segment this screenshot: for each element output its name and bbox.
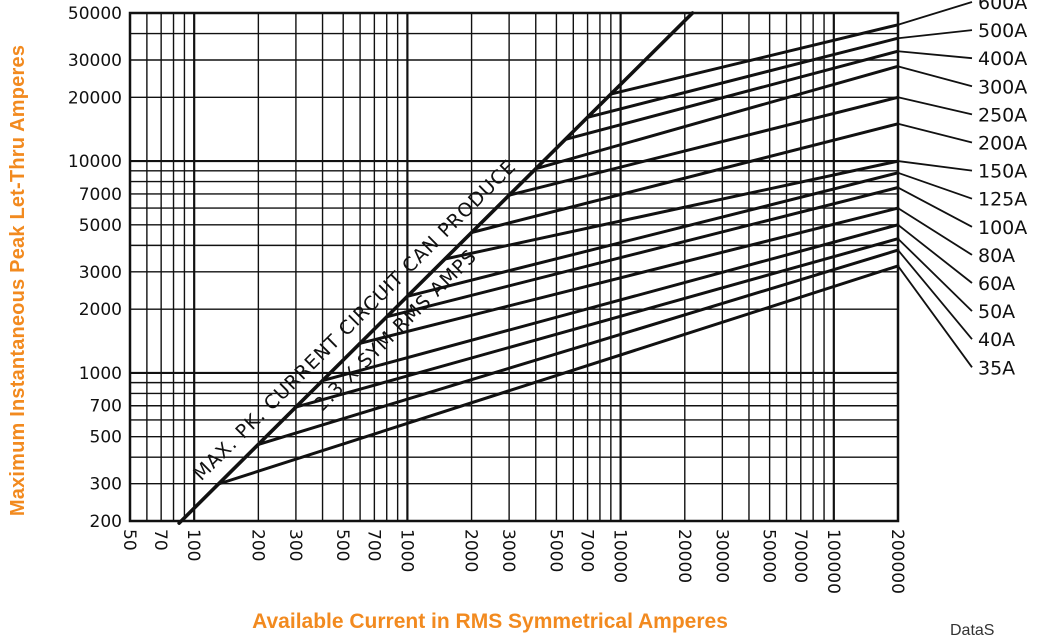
x-tick-label: 70000 [790,529,810,583]
x-tick-label: 200 [247,529,267,561]
x-tick-label: 70 [150,529,170,551]
y-tick-label: 5000 [79,216,122,236]
rating-label: 50A [978,301,1015,323]
x-tick-label: 500 [332,529,352,561]
leader-line [897,249,973,340]
x-tick-label: 1000 [396,529,416,572]
rating-label: 150A [978,161,1027,183]
y-tick-label: 30000 [68,51,122,71]
x-tick-label: 20000 [674,529,694,583]
series-line [358,206,900,345]
rating-label: 80A [978,245,1015,267]
y-tick-label: 1000 [79,364,122,384]
series-line [586,36,900,119]
series-line [609,23,900,96]
y-tick-label: 50000 [68,4,122,24]
x-tick-label: 100000 [823,529,843,594]
leader-line [897,96,973,116]
rating-label: 300A [978,76,1027,98]
rating-label: 125A [978,189,1027,211]
rating-label: 100A [978,217,1027,239]
series-line [470,122,900,234]
y-tick-label: 3000 [79,263,122,283]
x-tick-label: 100 [183,529,203,561]
y-tick-label: 700 [90,397,122,417]
plot-frame [128,11,900,523]
x-tick-label: 50 [119,529,139,551]
x-tick-label: 50000 [759,529,779,583]
series-line [405,171,900,298]
max-peak-line [177,11,695,525]
y-tick-label: 20000 [68,88,122,108]
y-tick-label: 7000 [79,185,122,205]
x-tick-label: 300 [285,529,305,561]
rating-label: 35A [978,357,1015,379]
rating-label: 40A [978,329,1015,351]
leader-line [897,265,973,368]
x-tick-label: 30000 [711,529,731,583]
series-line [294,237,900,409]
series-line [321,223,900,383]
leader-line [897,238,973,312]
rating-label: 250A [978,104,1027,126]
leader-line [897,50,973,60]
leader-line [897,186,973,228]
x-tick-label: 7000 [577,529,597,572]
rating-label: 500A [978,20,1027,42]
leader-line [897,29,973,40]
series-line [507,95,900,197]
leader-line [897,65,973,88]
y-tick-label: 2000 [79,300,122,320]
y-tick-label: 300 [90,475,122,495]
x-tick-label: 10000 [610,529,630,583]
series-line [256,248,900,446]
y-tick-label: 200 [90,512,122,532]
series-line [534,64,900,171]
leader-line [897,160,973,172]
series-line [563,49,900,141]
x-tick-label: 200000 [887,529,907,594]
rating-label: 400A [978,48,1027,70]
x-tick-label: 700 [363,529,383,561]
x-tick-label: 5000 [545,529,565,572]
rating-label: 600A [978,0,1027,14]
leader-line [897,171,973,200]
x-tick-label: 3000 [498,529,518,572]
watermark-text: DataS [950,622,995,639]
y-tick-label: 10000 [68,152,122,172]
x-axis-label: Available Current in RMS Symmetrical Amp… [252,610,728,633]
leader-line [897,1,973,26]
rating-label: 60A [978,273,1015,295]
series-line [385,186,900,319]
leader-line [897,207,973,256]
y-tick-label: 500 [90,428,122,448]
series-line [443,159,900,261]
leader-line [897,224,973,284]
x-tick-label: 2000 [461,529,481,572]
rating-label: 200A [978,133,1027,155]
series-line [217,264,900,486]
leader-line [897,122,973,144]
